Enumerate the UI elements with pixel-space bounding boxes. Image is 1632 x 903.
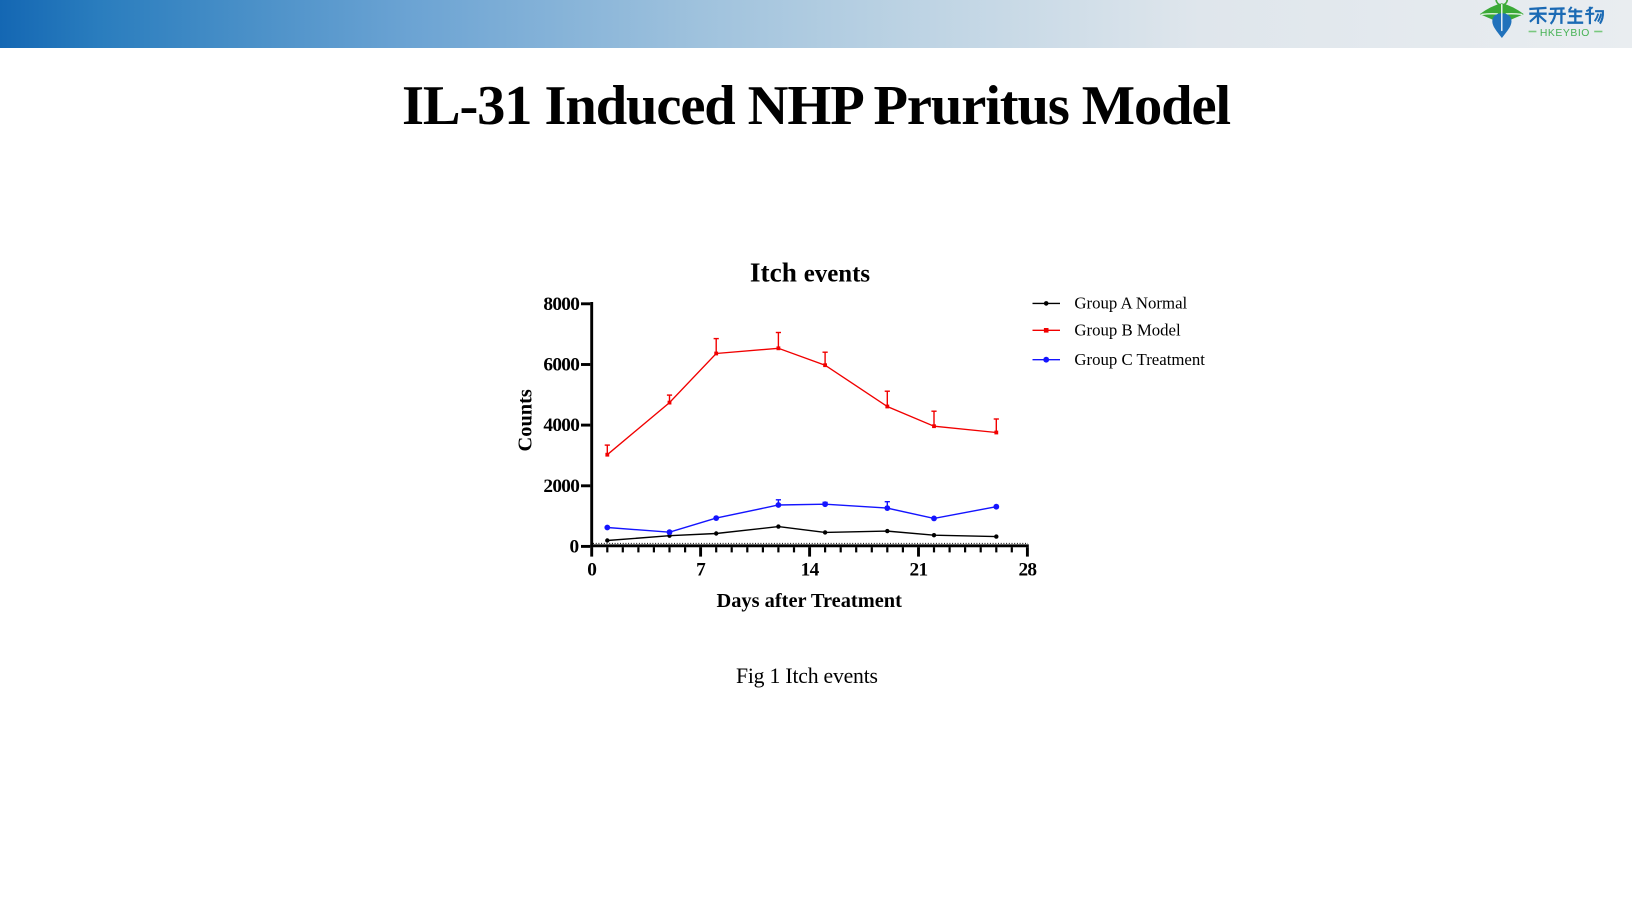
- svg-text:Group A Normal: Group A Normal: [1074, 294, 1187, 313]
- svg-text:7: 7: [696, 560, 706, 581]
- svg-text:Group C Treatment: Group C Treatment: [1074, 350, 1205, 369]
- svg-text:Counts: Counts: [515, 389, 537, 451]
- svg-text:21: 21: [910, 560, 928, 581]
- svg-text:0: 0: [570, 536, 579, 557]
- svg-text:28: 28: [1018, 560, 1036, 581]
- svg-text:8000: 8000: [543, 294, 579, 315]
- svg-text:Days after Treatment: Days after Treatment: [717, 590, 903, 612]
- svg-text:0: 0: [587, 560, 596, 581]
- svg-text:HKEYBIO: HKEYBIO: [1540, 28, 1590, 39]
- svg-text:Itch events: Itch events: [750, 258, 871, 288]
- svg-text:14: 14: [801, 560, 820, 581]
- svg-text:2000: 2000: [543, 476, 579, 497]
- svg-text:4000: 4000: [543, 415, 579, 436]
- svg-text:6000: 6000: [543, 355, 579, 376]
- svg-text:Group B Model: Group B Model: [1074, 320, 1181, 339]
